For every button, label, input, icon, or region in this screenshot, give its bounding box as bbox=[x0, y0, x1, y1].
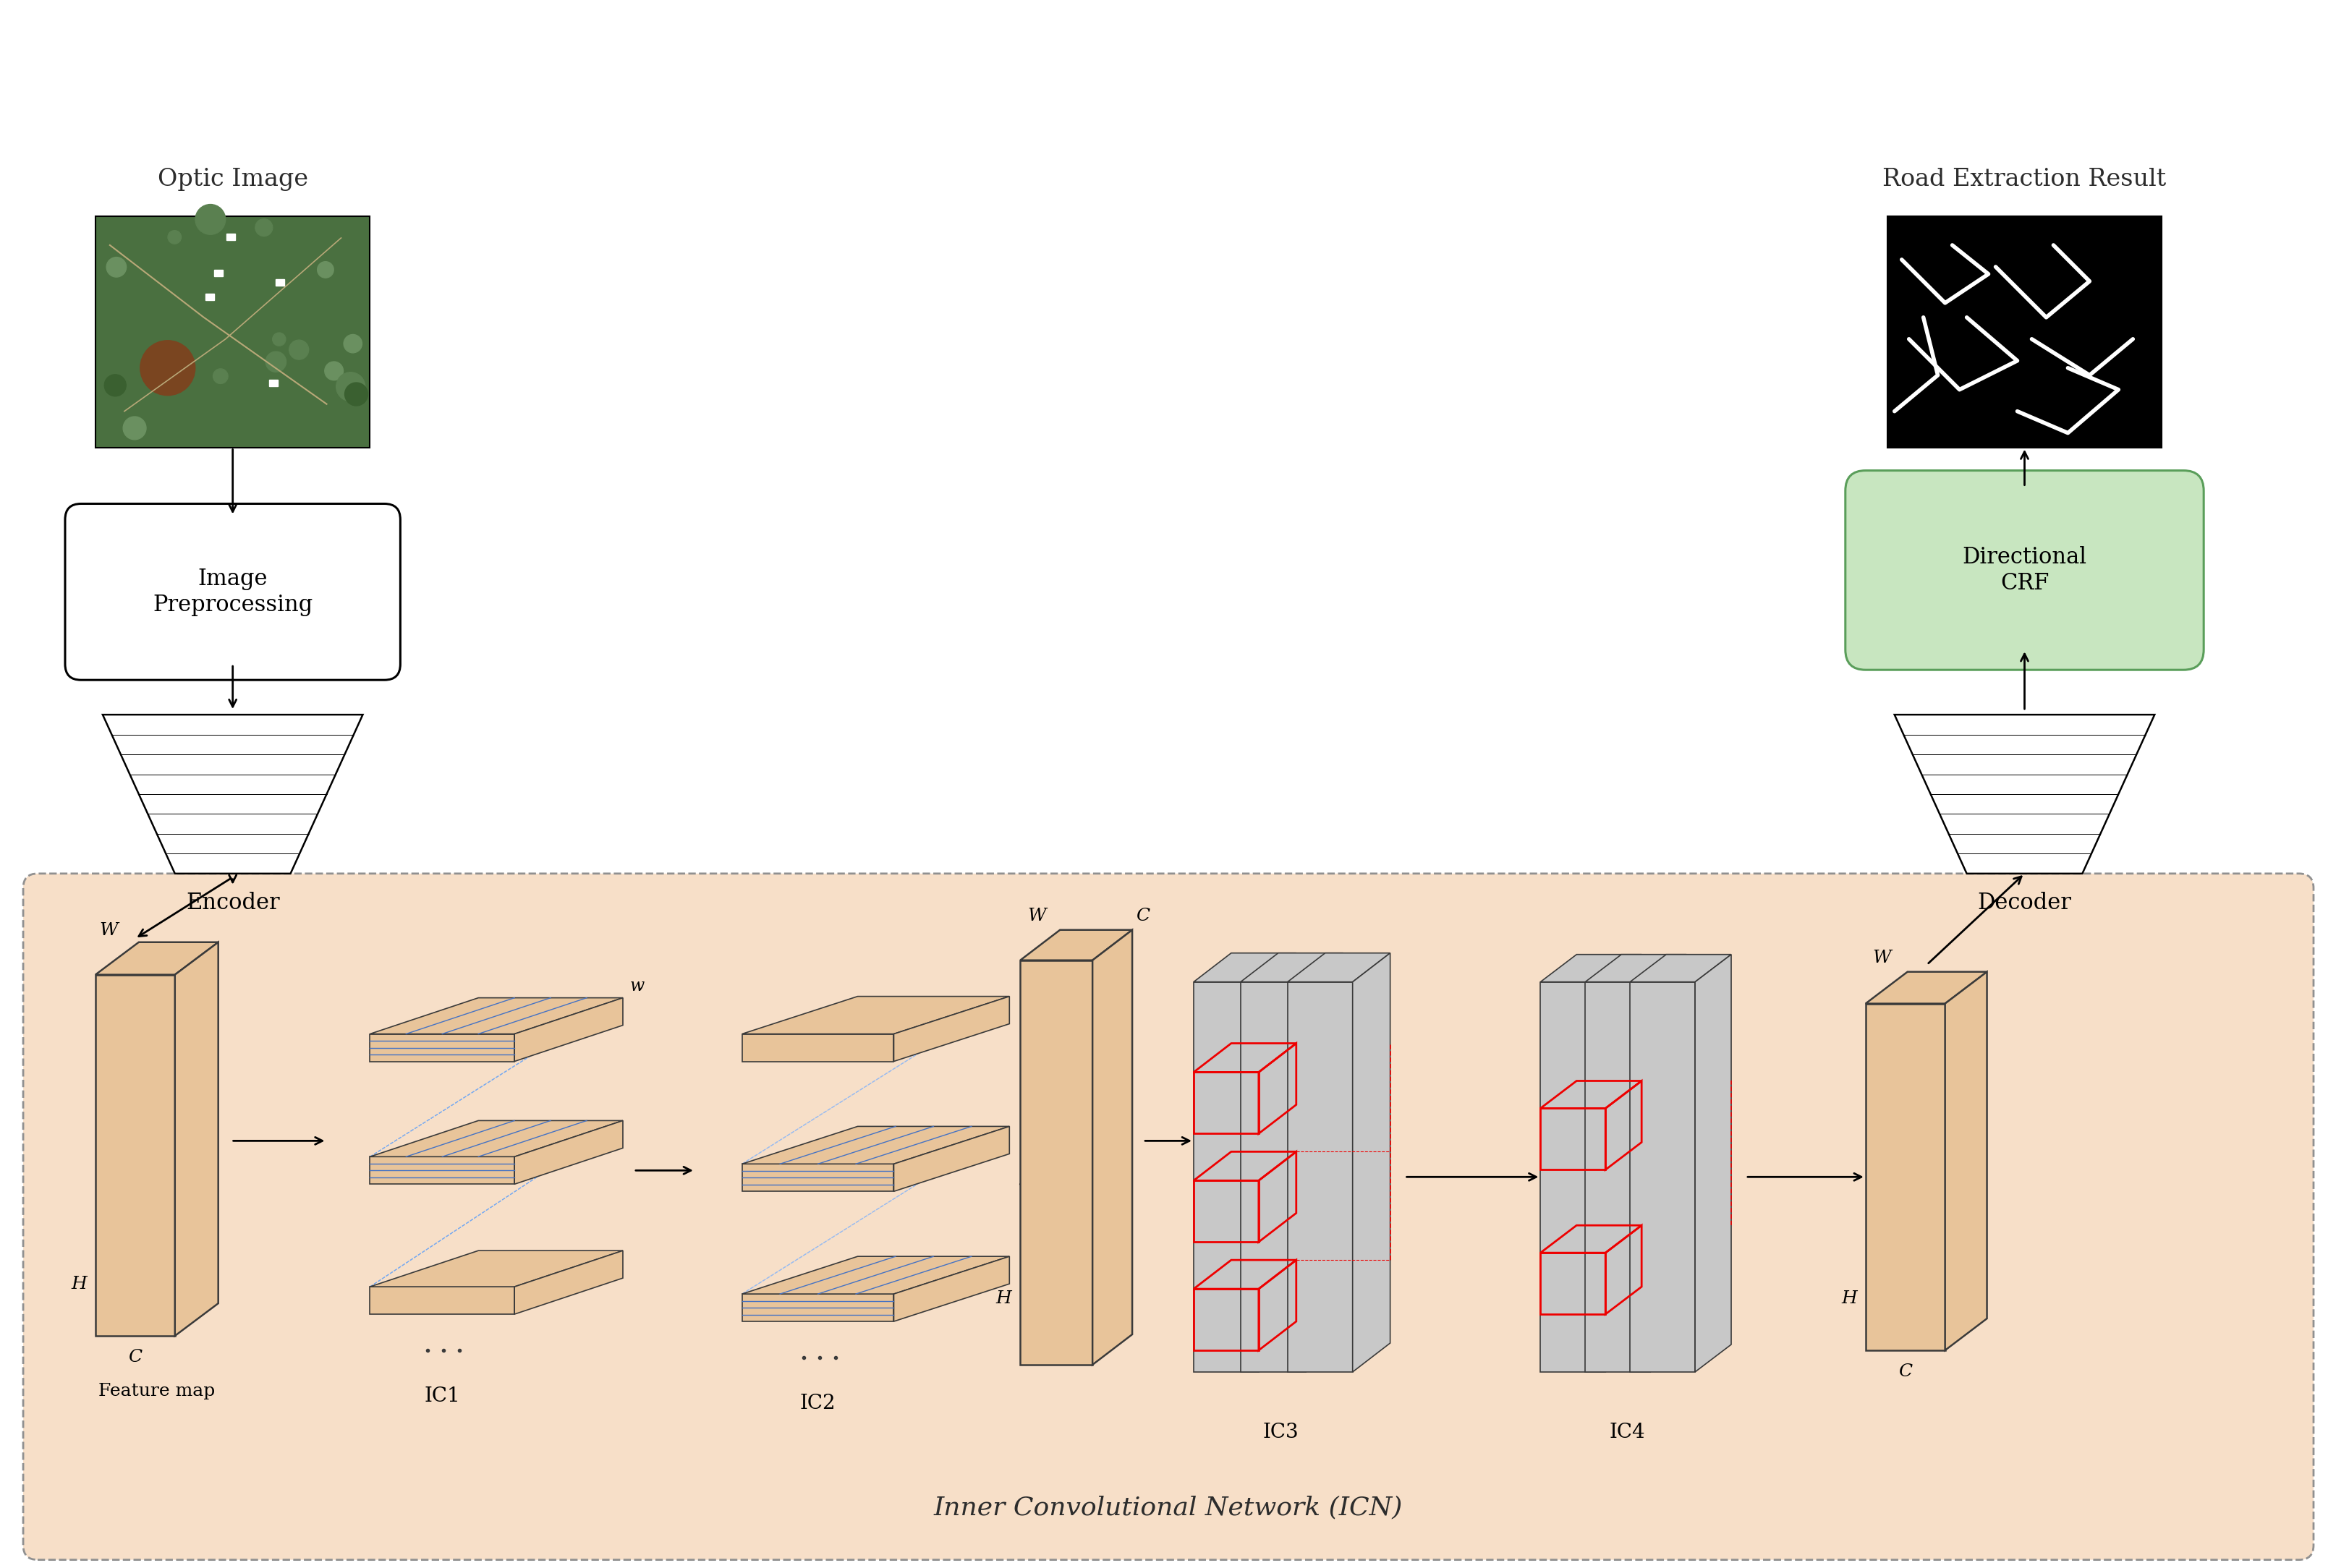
Polygon shape bbox=[1586, 955, 1687, 982]
Polygon shape bbox=[1019, 930, 1132, 960]
Text: C: C bbox=[1898, 1363, 1912, 1380]
Polygon shape bbox=[369, 1033, 514, 1062]
Circle shape bbox=[343, 334, 362, 353]
Polygon shape bbox=[1019, 960, 1092, 1364]
Bar bbox=[268, 379, 277, 386]
Text: W: W bbox=[1027, 908, 1045, 924]
Polygon shape bbox=[742, 1163, 893, 1192]
Bar bbox=[214, 270, 223, 276]
Bar bbox=[204, 293, 214, 301]
Polygon shape bbox=[96, 942, 218, 975]
FancyBboxPatch shape bbox=[66, 503, 399, 681]
Text: H: H bbox=[1842, 1290, 1856, 1308]
Circle shape bbox=[324, 362, 343, 379]
Circle shape bbox=[336, 372, 364, 401]
Text: w: w bbox=[630, 977, 644, 994]
Polygon shape bbox=[1865, 972, 1987, 1004]
Polygon shape bbox=[1193, 982, 1259, 1372]
Polygon shape bbox=[893, 1256, 1010, 1322]
Polygon shape bbox=[369, 1251, 622, 1287]
Circle shape bbox=[256, 220, 272, 237]
Polygon shape bbox=[1945, 972, 1987, 1350]
Polygon shape bbox=[1586, 982, 1649, 1372]
Polygon shape bbox=[1259, 953, 1297, 1372]
Circle shape bbox=[141, 340, 195, 395]
Polygon shape bbox=[1287, 953, 1391, 982]
Polygon shape bbox=[893, 1126, 1010, 1192]
Text: Decoder: Decoder bbox=[1978, 892, 2072, 914]
Polygon shape bbox=[369, 1157, 514, 1184]
Text: H: H bbox=[70, 1276, 87, 1292]
Polygon shape bbox=[1306, 953, 1344, 1372]
Polygon shape bbox=[1193, 953, 1297, 982]
Text: Image
Preprocessing: Image Preprocessing bbox=[153, 568, 312, 616]
Text: Optic Image: Optic Image bbox=[157, 168, 308, 191]
Polygon shape bbox=[369, 1287, 514, 1314]
Bar bbox=[275, 279, 284, 285]
FancyBboxPatch shape bbox=[23, 873, 2314, 1560]
Bar bbox=[1886, 216, 2161, 447]
Polygon shape bbox=[893, 996, 1010, 1062]
Polygon shape bbox=[1287, 982, 1353, 1372]
Text: W: W bbox=[99, 922, 117, 939]
Polygon shape bbox=[742, 1033, 893, 1062]
Polygon shape bbox=[103, 715, 362, 873]
Text: W: W bbox=[1872, 949, 1891, 966]
Circle shape bbox=[106, 257, 127, 278]
Circle shape bbox=[317, 262, 334, 278]
Polygon shape bbox=[742, 1294, 893, 1322]
Text: IC3: IC3 bbox=[1261, 1422, 1299, 1443]
Text: IC4: IC4 bbox=[1609, 1422, 1644, 1443]
Polygon shape bbox=[174, 942, 218, 1336]
Polygon shape bbox=[1694, 955, 1731, 1372]
Circle shape bbox=[214, 368, 228, 384]
Polygon shape bbox=[96, 975, 174, 1336]
Text: H: H bbox=[996, 1290, 1012, 1308]
Polygon shape bbox=[514, 1251, 622, 1314]
Circle shape bbox=[265, 351, 287, 372]
Polygon shape bbox=[514, 997, 622, 1062]
Bar bbox=[96, 216, 369, 447]
Text: Road Extraction Result: Road Extraction Result bbox=[1882, 168, 2166, 191]
Circle shape bbox=[345, 383, 369, 406]
FancyBboxPatch shape bbox=[1844, 470, 2203, 670]
Polygon shape bbox=[1541, 982, 1604, 1372]
Polygon shape bbox=[1240, 982, 1306, 1372]
Polygon shape bbox=[742, 1126, 1010, 1163]
Polygon shape bbox=[1240, 953, 1344, 982]
Circle shape bbox=[272, 332, 287, 347]
Polygon shape bbox=[1604, 955, 1642, 1372]
Text: Directional
CRF: Directional CRF bbox=[1961, 546, 2086, 594]
Polygon shape bbox=[514, 1121, 622, 1184]
Polygon shape bbox=[1865, 1004, 1945, 1350]
Polygon shape bbox=[1353, 953, 1391, 1372]
Text: C: C bbox=[129, 1348, 141, 1366]
Circle shape bbox=[167, 230, 181, 245]
Polygon shape bbox=[369, 1121, 622, 1157]
Circle shape bbox=[195, 204, 226, 235]
Polygon shape bbox=[1630, 982, 1694, 1372]
Text: IC2: IC2 bbox=[799, 1394, 836, 1413]
Polygon shape bbox=[1649, 955, 1687, 1372]
Circle shape bbox=[103, 375, 127, 397]
Bar bbox=[226, 234, 235, 240]
Polygon shape bbox=[369, 997, 622, 1033]
Polygon shape bbox=[1092, 930, 1132, 1364]
Circle shape bbox=[122, 417, 146, 439]
Text: Feature map: Feature map bbox=[99, 1383, 216, 1399]
Text: C: C bbox=[1135, 908, 1149, 924]
Polygon shape bbox=[742, 996, 1010, 1033]
Polygon shape bbox=[1630, 955, 1731, 982]
Polygon shape bbox=[1893, 715, 2154, 873]
Text: IC1: IC1 bbox=[425, 1386, 460, 1406]
Polygon shape bbox=[742, 1256, 1010, 1294]
Text: Encoder: Encoder bbox=[186, 892, 280, 914]
Text: Inner Convolutional Network (ICN): Inner Convolutional Network (ICN) bbox=[933, 1496, 1402, 1519]
Polygon shape bbox=[1541, 955, 1642, 982]
Circle shape bbox=[289, 340, 308, 359]
